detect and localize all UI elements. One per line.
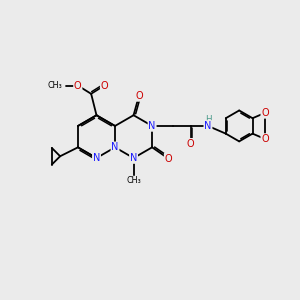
Text: O: O (165, 154, 172, 164)
Text: N: N (111, 142, 119, 152)
Text: O: O (187, 139, 195, 149)
Text: O: O (74, 80, 82, 91)
Text: CH₃: CH₃ (126, 176, 141, 185)
Text: N: N (130, 153, 137, 163)
Text: O: O (135, 91, 143, 101)
Text: N: N (204, 121, 212, 131)
Text: H: H (205, 115, 211, 124)
Text: N: N (148, 121, 156, 131)
Text: N: N (93, 153, 100, 163)
Text: O: O (261, 108, 269, 118)
Text: O: O (101, 80, 108, 91)
Text: O: O (261, 134, 269, 144)
Text: CH₃: CH₃ (47, 81, 62, 90)
